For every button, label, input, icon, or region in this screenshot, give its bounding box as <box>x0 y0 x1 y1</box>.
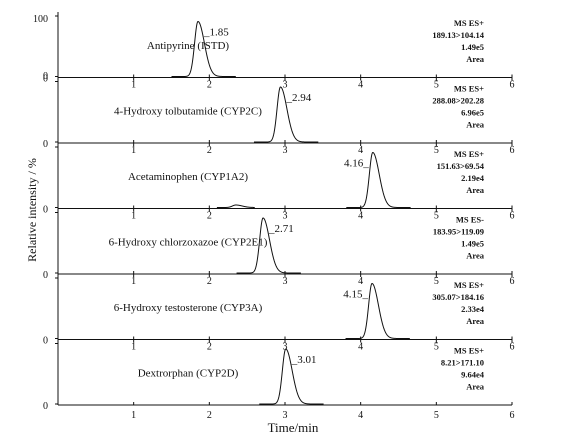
peak-annotation: 4.15_ <box>343 289 368 301</box>
chromatogram-panel: 0 1 2 3 4 5 6 4-Hydroxy tolbutamide (CYP2C) MS E… <box>43 77 515 150</box>
y-tick-label-0: 0 <box>43 336 48 347</box>
chromatogram-peak <box>253 86 319 143</box>
chromatogram-peak <box>346 151 411 208</box>
ms-info-line: MS ES+ <box>454 149 484 159</box>
compound-label: 6-Hydroxy chlorzoxazoe (CYP2E1) <box>109 237 268 249</box>
x-tick-label: 3 <box>283 211 288 222</box>
ms-info-line: MS ES+ <box>454 280 484 290</box>
ms-info-line: Area <box>466 54 485 64</box>
ms-info-line: Area <box>466 185 485 195</box>
x-tick-label: 3 <box>283 342 288 353</box>
peak-annotation: _1.85 <box>203 27 229 39</box>
ms-info-line: MS ES+ <box>454 18 484 28</box>
x-tick-label: 5 <box>434 80 439 91</box>
ms-info-line: 9.64e4 <box>461 370 485 380</box>
x-tick-label: 4 <box>358 80 363 91</box>
x-axis-label: Time/min <box>268 420 319 435</box>
x-tick-label: 6 <box>510 211 515 222</box>
chromatogram-panel: 0 1 2 3 4 5 6 6-Hydroxy chlorzoxazoe (CYP2E1) MS… <box>43 208 515 281</box>
ms-info-line: MS ES- <box>456 215 484 225</box>
x-tick-label: 2 <box>207 276 212 287</box>
chromatogram-panel: 0 Antipyrine (ISTD) MS ES+ 189.13>104.14 1.4… <box>43 12 513 85</box>
ms-info-line: 305.07>184.16 <box>432 292 484 302</box>
x-tick-label: 4 <box>358 342 363 353</box>
x-tick-label: 1 <box>131 80 136 91</box>
ms-info-line: Area <box>466 120 485 130</box>
compound-label: 6-Hydroxy testosterone (CYP3A) <box>114 302 263 314</box>
ms-info-line: Area <box>466 382 485 392</box>
x-tick-label: 5 <box>434 211 439 222</box>
bottom-x-tick-label: 1 <box>131 410 136 421</box>
x-tick-label: 1 <box>131 342 136 353</box>
peak-annotation: _3.01 <box>291 354 317 366</box>
x-tick-label: 1 <box>131 145 136 156</box>
y-tick-100: 100 <box>33 14 48 25</box>
bottom-x-tick-label: 5 <box>434 410 439 421</box>
bottom-x-tick-label: 6 <box>510 410 515 421</box>
ms-info-line: MS ES+ <box>454 346 484 356</box>
panels-group: 0 Antipyrine (ISTD) MS ES+ 189.13>104.14 1.4… <box>43 12 515 412</box>
chromatogram-panel: 0 1 2 3 4 5 6 Acetaminophen (CYP1A2) MS ES+ 151.6… <box>43 143 515 216</box>
x-tick-label: 1 <box>131 276 136 287</box>
bottom-x-tick-label: 3 <box>283 410 288 421</box>
x-tick-label: 2 <box>207 211 212 222</box>
chromatogram-panel: 0 1 2 3 4 5 6 Dextrorphan (CYP2D) MS ES+ 8.21>171… <box>43 339 515 412</box>
chromatogram-peak <box>345 282 410 339</box>
x-tick-label: 5 <box>434 145 439 156</box>
peak-annotation: _2.94 <box>285 92 311 104</box>
bottom-x-axis: 1 2 3 4 5 6 <box>131 410 514 421</box>
x-tick-label: 4 <box>358 276 363 287</box>
x-tick-label: 6 <box>510 145 515 156</box>
y-tick-label-0: 0 <box>43 205 48 216</box>
peak-annotation: _2.71 <box>268 223 294 235</box>
bottom-x-tick-label: 4 <box>358 410 363 421</box>
ms-info-line: 2.19e4 <box>461 173 485 183</box>
chromatogram-peak <box>171 20 236 77</box>
ms-info-line: Area <box>466 316 485 326</box>
bottom-x-tick-label: 2 <box>207 410 212 421</box>
chromatogram-peak <box>259 348 324 405</box>
y-axis-label: Relative intensity / % <box>25 158 39 262</box>
x-tick-label: 1 <box>131 211 136 222</box>
ms-info-line: 6.96e5 <box>461 108 484 118</box>
y-tick-label-0: 0 <box>43 401 48 412</box>
x-tick-label: 3 <box>283 145 288 156</box>
ms-info-line: 1.49e5 <box>461 239 484 249</box>
x-tick-label: 3 <box>283 276 288 287</box>
ms-info-line: Area <box>466 251 485 261</box>
ms-info-line: 151.63>69.54 <box>437 161 485 171</box>
compound-label: Antipyrine (ISTD) <box>147 40 230 52</box>
x-tick-label: 2 <box>207 80 212 91</box>
x-tick-label: 5 <box>434 342 439 353</box>
peak-annotation: 4.16_ <box>344 158 369 170</box>
chromatogram-peak <box>236 217 301 274</box>
ms-info-line: 189.13>104.14 <box>432 30 484 40</box>
x-tick-label: 2 <box>207 342 212 353</box>
compound-label: Dextrorphan (CYP2D) <box>138 368 239 380</box>
x-tick-label: 2 <box>207 145 212 156</box>
chromatogram-panel: 0 1 2 3 4 5 6 6-Hydroxy testosterone (CYP3A) MS … <box>43 274 515 347</box>
x-tick-label: 4 <box>358 211 363 222</box>
x-tick-label: 6 <box>510 342 515 353</box>
compound-label: Acetaminophen (CYP1A2) <box>128 171 248 183</box>
ms-info-line: 1.49e5 <box>461 42 484 52</box>
ms-info-line: 288.08>202.28 <box>432 96 484 106</box>
ms-info-line: 2.33e4 <box>461 304 485 314</box>
ms-info-line: 183.95>119.09 <box>433 227 484 237</box>
y-tick-label-0: 0 <box>43 74 48 85</box>
y-tick-label-0: 0 <box>43 139 48 150</box>
ms-info-line: MS ES+ <box>454 84 484 94</box>
x-tick-label: 3 <box>283 80 288 91</box>
compound-label: 4-Hydroxy tolbutamide (CYP2C) <box>114 106 262 118</box>
x-tick-label: 6 <box>510 276 515 287</box>
x-tick-label: 6 <box>510 80 515 91</box>
ms-info-line: 8.21>171.10 <box>441 358 484 368</box>
x-tick-label: 4 <box>358 145 363 156</box>
y-tick-0-leading: 0 <box>43 71 48 82</box>
x-tick-label: 5 <box>434 276 439 287</box>
y-tick-label-0: 0 <box>43 270 48 281</box>
minor-peak <box>216 204 255 208</box>
